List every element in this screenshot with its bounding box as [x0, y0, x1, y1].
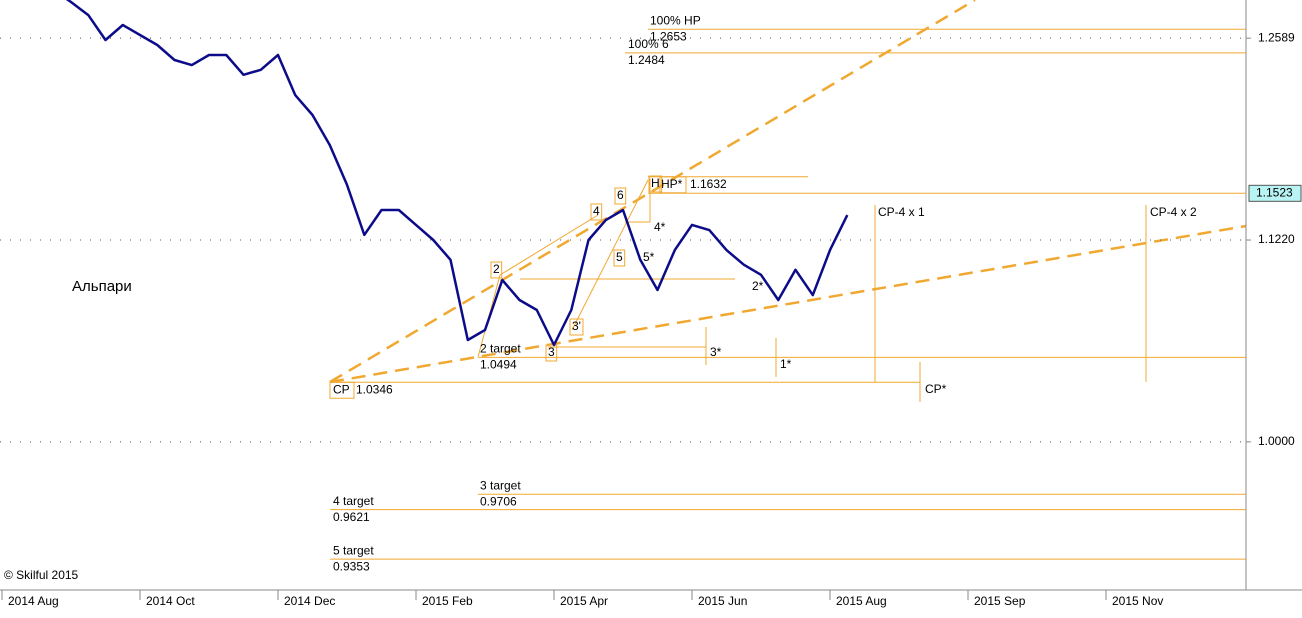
label-box — [490, 261, 503, 279]
label-box — [329, 381, 355, 399]
y-tick-label: 1.0000 — [1258, 434, 1295, 448]
level-value: 1.0346 — [356, 382, 393, 396]
label-box — [569, 318, 584, 336]
last-price-label: 1.1523 — [1256, 185, 1293, 199]
level-name: 2 target — [480, 342, 521, 356]
x-tick-label: 2015 Jun — [698, 594, 747, 608]
label-box — [659, 176, 687, 194]
x-tick-label: 2014 Dec — [284, 594, 335, 608]
price-line — [65, 0, 849, 347]
wave-label: H — [651, 176, 660, 190]
level-value: 0.9706 — [480, 494, 517, 508]
x-tick-label: 2014 Oct — [146, 594, 195, 608]
wave-label: CP-4 x 2 — [1150, 205, 1197, 219]
label-box — [545, 344, 558, 362]
x-tick-label: 2014 Aug — [8, 594, 59, 608]
level-value: 1.1632 — [690, 177, 727, 191]
label-box — [614, 187, 627, 205]
wave-label: 5* — [643, 250, 655, 264]
plot-area — [65, 0, 849, 347]
wave-label: 6 — [617, 188, 624, 202]
label-box — [613, 249, 626, 267]
x-tick-label: 2015 Nov — [1112, 594, 1163, 608]
level-value: 0.9621 — [333, 510, 370, 524]
wave-label: 3' — [572, 319, 581, 333]
x-tick-label: 2015 Feb — [422, 594, 473, 608]
level-value: 0.9353 — [333, 559, 370, 573]
x-tick-label: 2015 Sep — [974, 594, 1026, 608]
wave-label: CP* — [925, 382, 947, 396]
wave-label: 2 — [493, 262, 500, 276]
annotation-lines — [329, 0, 1247, 402]
wave-label: 3* — [710, 345, 722, 359]
x-tick-label: 2015 Apr — [560, 594, 608, 608]
level-name: 100% HP — [650, 13, 701, 27]
wave-label: 4* — [654, 220, 666, 234]
watermark: Альпари — [72, 278, 132, 295]
wave-label: CP-4 x 1 — [878, 205, 925, 219]
y-tick-label: 1.1220 — [1258, 232, 1295, 246]
level-value: 1.2653 — [650, 29, 687, 43]
wave-label: 2* — [752, 279, 764, 293]
last-price-box — [1248, 184, 1302, 202]
level-name: 4 target — [333, 494, 374, 508]
level-name: CP — [333, 382, 350, 396]
level-name: HP* — [661, 177, 683, 191]
label-box — [590, 203, 603, 221]
level-name: 100% 6 — [628, 37, 669, 51]
level-name: 5 target — [333, 543, 374, 557]
trend-line — [329, 0, 976, 384]
wave-label: 4 — [593, 204, 600, 218]
wave-line — [571, 179, 649, 331]
wave-label: 1* — [780, 357, 792, 371]
copyright: © Skilful 2015 — [4, 568, 79, 582]
x-tick-label: 2015 Aug — [836, 594, 887, 608]
wave-label: 5 — [616, 250, 623, 264]
trend-line — [329, 224, 1247, 384]
y-tick-label: 1.2589 — [1258, 30, 1295, 44]
wave-label: 3 — [548, 345, 555, 359]
label-box — [648, 175, 663, 193]
level-name: 3 target — [480, 478, 521, 492]
wave-line — [499, 214, 599, 276]
level-value: 1.0494 — [480, 358, 517, 372]
level-value: 1.2484 — [628, 53, 665, 67]
